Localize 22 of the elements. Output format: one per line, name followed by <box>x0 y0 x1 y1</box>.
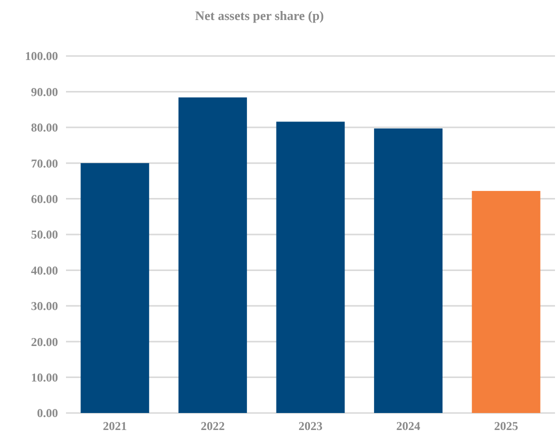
x-tick-label: 2025 <box>494 419 518 433</box>
y-tick-label: 100.00 <box>25 49 58 64</box>
y-tick-label: 50.00 <box>31 228 58 242</box>
y-tick-label: 80.00 <box>31 120 58 135</box>
bar <box>276 122 345 413</box>
y-tick-label: 0.00 <box>37 406 58 420</box>
bar <box>472 190 540 413</box>
y-tick-label: 40.00 <box>31 263 58 278</box>
bar <box>374 128 443 413</box>
y-tick-label: 70.00 <box>31 156 58 170</box>
y-tick-label: 60.00 <box>31 192 58 206</box>
x-tick-label: 2022 <box>200 419 225 433</box>
y-tick-label: 20.00 <box>31 334 58 349</box>
x-tick-label: 2024 <box>396 419 420 433</box>
chart-title: Net assets per share (p) <box>195 8 324 23</box>
y-tick-label: 90.00 <box>31 84 58 99</box>
bar <box>80 163 150 413</box>
y-tick-label: 30.00 <box>31 299 58 314</box>
x-tick-label: 2023 <box>298 419 322 433</box>
bar <box>178 97 247 413</box>
y-tick-label: 10.00 <box>31 370 58 384</box>
x-tick-label: 2021 <box>102 419 127 433</box>
